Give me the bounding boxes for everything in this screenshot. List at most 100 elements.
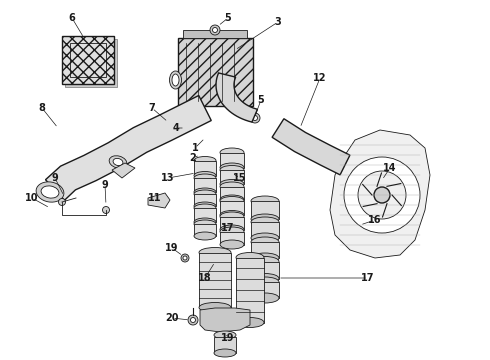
Bar bbox=[251, 282, 279, 298]
Bar bbox=[251, 261, 279, 279]
Ellipse shape bbox=[251, 253, 279, 263]
Ellipse shape bbox=[220, 182, 244, 191]
Polygon shape bbox=[148, 193, 170, 208]
Text: 5: 5 bbox=[224, 13, 231, 23]
Text: 9: 9 bbox=[101, 180, 108, 190]
Ellipse shape bbox=[36, 182, 64, 202]
Text: 19: 19 bbox=[221, 333, 235, 343]
Ellipse shape bbox=[251, 214, 279, 224]
Bar bbox=[220, 201, 244, 215]
Ellipse shape bbox=[220, 166, 244, 175]
Text: 20: 20 bbox=[165, 313, 179, 323]
Text: 16: 16 bbox=[368, 215, 382, 225]
Bar bbox=[177, 38, 252, 106]
Text: 9: 9 bbox=[51, 173, 58, 183]
Ellipse shape bbox=[199, 248, 231, 257]
Ellipse shape bbox=[220, 225, 244, 234]
Ellipse shape bbox=[194, 232, 216, 240]
Text: 17: 17 bbox=[221, 223, 235, 233]
Ellipse shape bbox=[172, 74, 179, 86]
Circle shape bbox=[374, 187, 390, 203]
Ellipse shape bbox=[220, 195, 244, 204]
Ellipse shape bbox=[194, 174, 216, 182]
Text: 18: 18 bbox=[198, 273, 212, 283]
Ellipse shape bbox=[220, 227, 244, 236]
Bar bbox=[220, 231, 244, 244]
Polygon shape bbox=[272, 119, 350, 175]
Bar bbox=[194, 161, 216, 176]
Bar bbox=[251, 242, 279, 258]
Circle shape bbox=[252, 116, 258, 121]
Bar bbox=[220, 216, 244, 230]
Bar bbox=[220, 153, 244, 167]
Text: 19: 19 bbox=[165, 243, 179, 253]
Ellipse shape bbox=[194, 188, 216, 196]
Ellipse shape bbox=[251, 217, 279, 227]
Bar bbox=[251, 201, 279, 219]
Ellipse shape bbox=[236, 318, 264, 328]
Ellipse shape bbox=[214, 331, 236, 339]
Circle shape bbox=[181, 254, 189, 262]
Polygon shape bbox=[330, 130, 430, 258]
Text: 17: 17 bbox=[361, 273, 375, 283]
Bar bbox=[65, 39, 117, 87]
Bar bbox=[70, 43, 106, 77]
Bar bbox=[220, 186, 244, 199]
Ellipse shape bbox=[220, 163, 244, 172]
Ellipse shape bbox=[170, 71, 181, 89]
Ellipse shape bbox=[251, 256, 279, 266]
Ellipse shape bbox=[220, 197, 244, 206]
Bar bbox=[199, 252, 231, 307]
Circle shape bbox=[188, 315, 198, 325]
Ellipse shape bbox=[214, 349, 236, 357]
Text: 2: 2 bbox=[190, 153, 196, 163]
Ellipse shape bbox=[109, 156, 127, 168]
Bar bbox=[220, 170, 244, 184]
Ellipse shape bbox=[251, 233, 279, 243]
Text: 1: 1 bbox=[192, 143, 198, 153]
Ellipse shape bbox=[194, 157, 216, 165]
Text: 4: 4 bbox=[172, 123, 179, 133]
Text: 11: 11 bbox=[148, 193, 162, 203]
Text: 3: 3 bbox=[274, 17, 281, 27]
Ellipse shape bbox=[194, 204, 216, 212]
Circle shape bbox=[344, 157, 420, 233]
Circle shape bbox=[210, 25, 220, 35]
Circle shape bbox=[183, 256, 187, 260]
Circle shape bbox=[250, 113, 260, 123]
Ellipse shape bbox=[220, 180, 244, 189]
Ellipse shape bbox=[113, 158, 123, 166]
Text: 13: 13 bbox=[161, 173, 175, 183]
Bar bbox=[194, 224, 216, 236]
Bar bbox=[214, 337, 236, 353]
Circle shape bbox=[191, 318, 196, 323]
Ellipse shape bbox=[251, 196, 279, 206]
Text: 5: 5 bbox=[258, 95, 265, 105]
Circle shape bbox=[102, 207, 109, 213]
Bar bbox=[183, 30, 247, 38]
Ellipse shape bbox=[220, 240, 244, 249]
Polygon shape bbox=[216, 73, 257, 122]
Bar bbox=[62, 36, 114, 84]
Bar bbox=[236, 257, 264, 323]
Ellipse shape bbox=[194, 171, 216, 180]
Text: 10: 10 bbox=[25, 193, 39, 203]
Text: 15: 15 bbox=[233, 173, 247, 183]
Ellipse shape bbox=[220, 212, 244, 221]
Text: 12: 12 bbox=[313, 73, 327, 83]
Ellipse shape bbox=[199, 302, 231, 312]
Ellipse shape bbox=[41, 186, 59, 198]
Ellipse shape bbox=[194, 190, 216, 198]
Circle shape bbox=[213, 27, 218, 32]
Ellipse shape bbox=[220, 148, 244, 157]
Text: 8: 8 bbox=[39, 103, 46, 113]
Ellipse shape bbox=[194, 202, 216, 210]
Ellipse shape bbox=[194, 218, 216, 226]
Ellipse shape bbox=[236, 252, 264, 262]
Ellipse shape bbox=[251, 237, 279, 247]
Bar bbox=[194, 194, 216, 206]
Bar bbox=[194, 208, 216, 222]
Ellipse shape bbox=[194, 220, 216, 228]
Bar bbox=[251, 222, 279, 238]
Text: 7: 7 bbox=[148, 103, 155, 113]
